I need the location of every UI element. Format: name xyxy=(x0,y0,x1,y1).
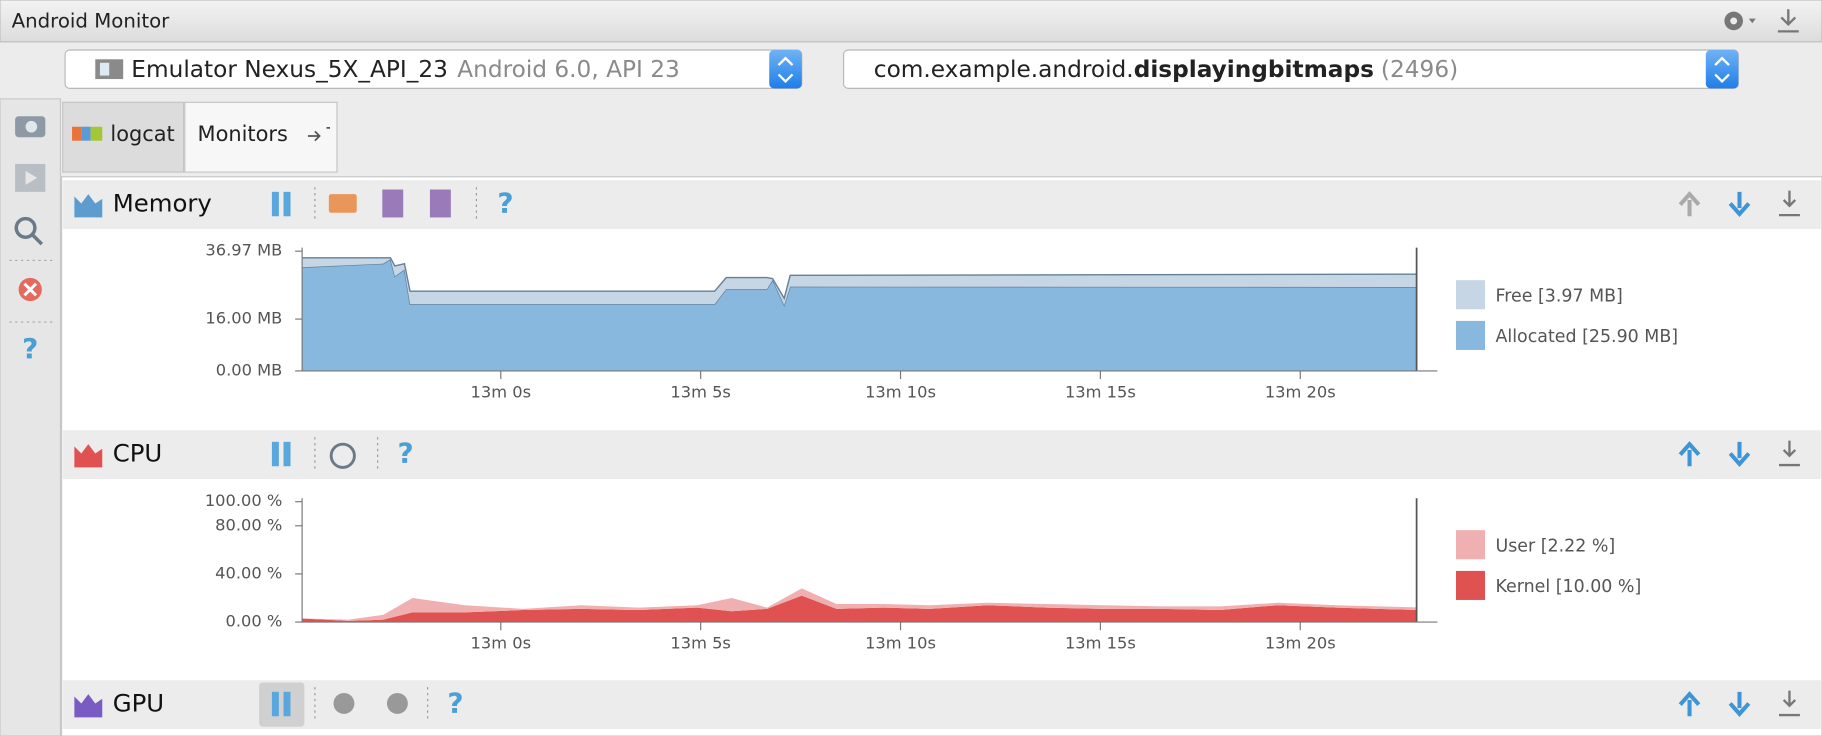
move-down-button[interactable] xyxy=(1728,441,1751,467)
sidebar xyxy=(0,98,62,736)
legend-swatch xyxy=(1455,320,1486,350)
move-up-button[interactable] xyxy=(1678,441,1701,467)
chart: 0.00 % 40.00 % 80.00 % 100.00 % 13m 0s 13m 5s… xyxy=(205,491,1641,652)
x-tick-label: 13m 15s xyxy=(1065,634,1136,653)
help-button[interactable]: ? xyxy=(397,437,413,470)
y-tick-label: 0.00 % xyxy=(226,612,283,631)
header-bar xyxy=(62,430,1821,480)
svg-text:com.example.android.displaying: com.example.android.displayingbitmaps (24… xyxy=(874,55,1458,82)
area xyxy=(302,595,1417,623)
x-tick-label: 13m 15s xyxy=(1065,382,1136,401)
move-down-button[interactable] xyxy=(1728,691,1751,717)
monitor-header: CPU? xyxy=(62,430,1821,480)
pause-button[interactable] xyxy=(271,441,291,467)
allocation-button[interactable] xyxy=(429,189,451,218)
legend-label: Kernel [10.00 %] xyxy=(1495,577,1641,597)
x-tick-label: 13m 20s xyxy=(1265,382,1336,401)
separator xyxy=(9,259,54,323)
pressed-bg xyxy=(259,682,305,727)
dump-heap-button[interactable] xyxy=(382,189,404,218)
pause-bar xyxy=(271,691,279,717)
x-tick-label: 13m 0s xyxy=(471,634,532,653)
screenshot-button[interactable] xyxy=(15,116,46,138)
tab-bar xyxy=(61,99,1822,173)
pause-button[interactable] xyxy=(259,682,305,727)
y-tick-label: 80.00 % xyxy=(215,515,282,534)
move-up-button[interactable] xyxy=(1678,191,1701,217)
monitor-icon xyxy=(74,194,103,218)
monitor-icon xyxy=(74,694,103,718)
y-tick-label: 16.00 MB xyxy=(205,309,282,328)
y-tick-label: 100.00 % xyxy=(205,491,283,510)
tab-label: Monitors xyxy=(198,122,288,146)
move-up-button[interactable] xyxy=(1678,691,1701,717)
y-tick-label: 40.00 % xyxy=(215,563,282,582)
gc-button[interactable] xyxy=(328,194,357,213)
y-tick-label: 36.97 MB xyxy=(205,241,282,260)
area xyxy=(302,257,1417,306)
minimize-button[interactable] xyxy=(1779,440,1800,467)
settings-button[interactable] xyxy=(1724,11,1756,31)
stop-button[interactable] xyxy=(386,692,408,714)
legend-swatch xyxy=(1455,530,1486,560)
help-button[interactable]: ? xyxy=(497,187,513,220)
x-tick-label: 13m 5s xyxy=(670,634,731,653)
monitor-icon xyxy=(74,444,103,468)
pause-button[interactable] xyxy=(271,191,291,217)
monitor-header: Memory? xyxy=(62,180,1821,230)
pause-bar xyxy=(283,441,291,467)
title-bar xyxy=(0,0,1822,43)
method-trace-button[interactable] xyxy=(329,442,356,469)
help-button[interactable]: ? xyxy=(447,687,463,720)
y-tick-label: 0.00 MB xyxy=(216,360,283,379)
legend-swatch xyxy=(1455,570,1486,600)
pause-bar xyxy=(271,191,279,217)
device-name: Emulator Nexus_5X_API_23 xyxy=(131,55,448,82)
monitors-tab[interactable]: Monitors xyxy=(184,101,338,173)
monitor-title: Memory xyxy=(113,189,212,218)
legend-label: Allocated [25.90 MB] xyxy=(1495,327,1678,347)
hide-button[interactable] xyxy=(1777,9,1799,33)
legend-label: User [2.22 %] xyxy=(1495,536,1615,556)
record-button[interactable] xyxy=(333,692,355,714)
monitor-title: GPU xyxy=(113,689,164,718)
legend-swatch xyxy=(1455,280,1486,310)
package-name: displayingbitmaps xyxy=(1134,55,1374,82)
legend-label: Free [3.97 MB] xyxy=(1495,286,1622,306)
x-tick-label: 13m 0s xyxy=(471,382,532,401)
record-button[interactable] xyxy=(15,163,46,192)
window-title: Android Monitor xyxy=(12,10,171,33)
area-edge xyxy=(302,257,1417,301)
header-bar xyxy=(62,680,1821,730)
process-id: (2496) xyxy=(1381,55,1458,82)
help-button[interactable]: ? xyxy=(22,332,38,365)
x-tick-label: 13m 5s xyxy=(670,382,731,401)
device-selector[interactable]: Emulator Nexus_5X_API_23 Android 6.0, API… xyxy=(64,49,803,89)
logcat-tab[interactable]: logcat xyxy=(62,101,185,173)
area xyxy=(302,588,1417,621)
pause-bar xyxy=(283,691,291,717)
x-tick-label: 13m 10s xyxy=(865,382,936,401)
layout-inspector-button[interactable] xyxy=(14,216,44,246)
tab-label: logcat xyxy=(110,122,174,146)
minimize-button[interactable] xyxy=(1779,690,1800,717)
pause-bar xyxy=(283,191,291,217)
chart: 0.00 MB 16.00 MB 36.97 MB 13m 0s 13m 5s 13m 1… xyxy=(205,241,1678,402)
minimize-button[interactable] xyxy=(1779,190,1800,217)
monitor-title: CPU xyxy=(113,439,163,468)
x-tick-label: 13m 20s xyxy=(1265,634,1336,653)
move-down-button[interactable] xyxy=(1728,191,1751,218)
package-prefix: com.example.android. xyxy=(874,55,1134,82)
pause-bar xyxy=(271,441,279,467)
device-details: Android 6.0, API 23 xyxy=(457,55,680,82)
terminate-button[interactable] xyxy=(18,277,42,302)
x-tick-label: 13m 10s xyxy=(865,634,936,653)
process-selector[interactable]: com.example.android.displayingbitmaps (24… xyxy=(843,49,1739,89)
monitor-header: GPU? xyxy=(62,680,1821,730)
header-bar xyxy=(62,180,1821,230)
